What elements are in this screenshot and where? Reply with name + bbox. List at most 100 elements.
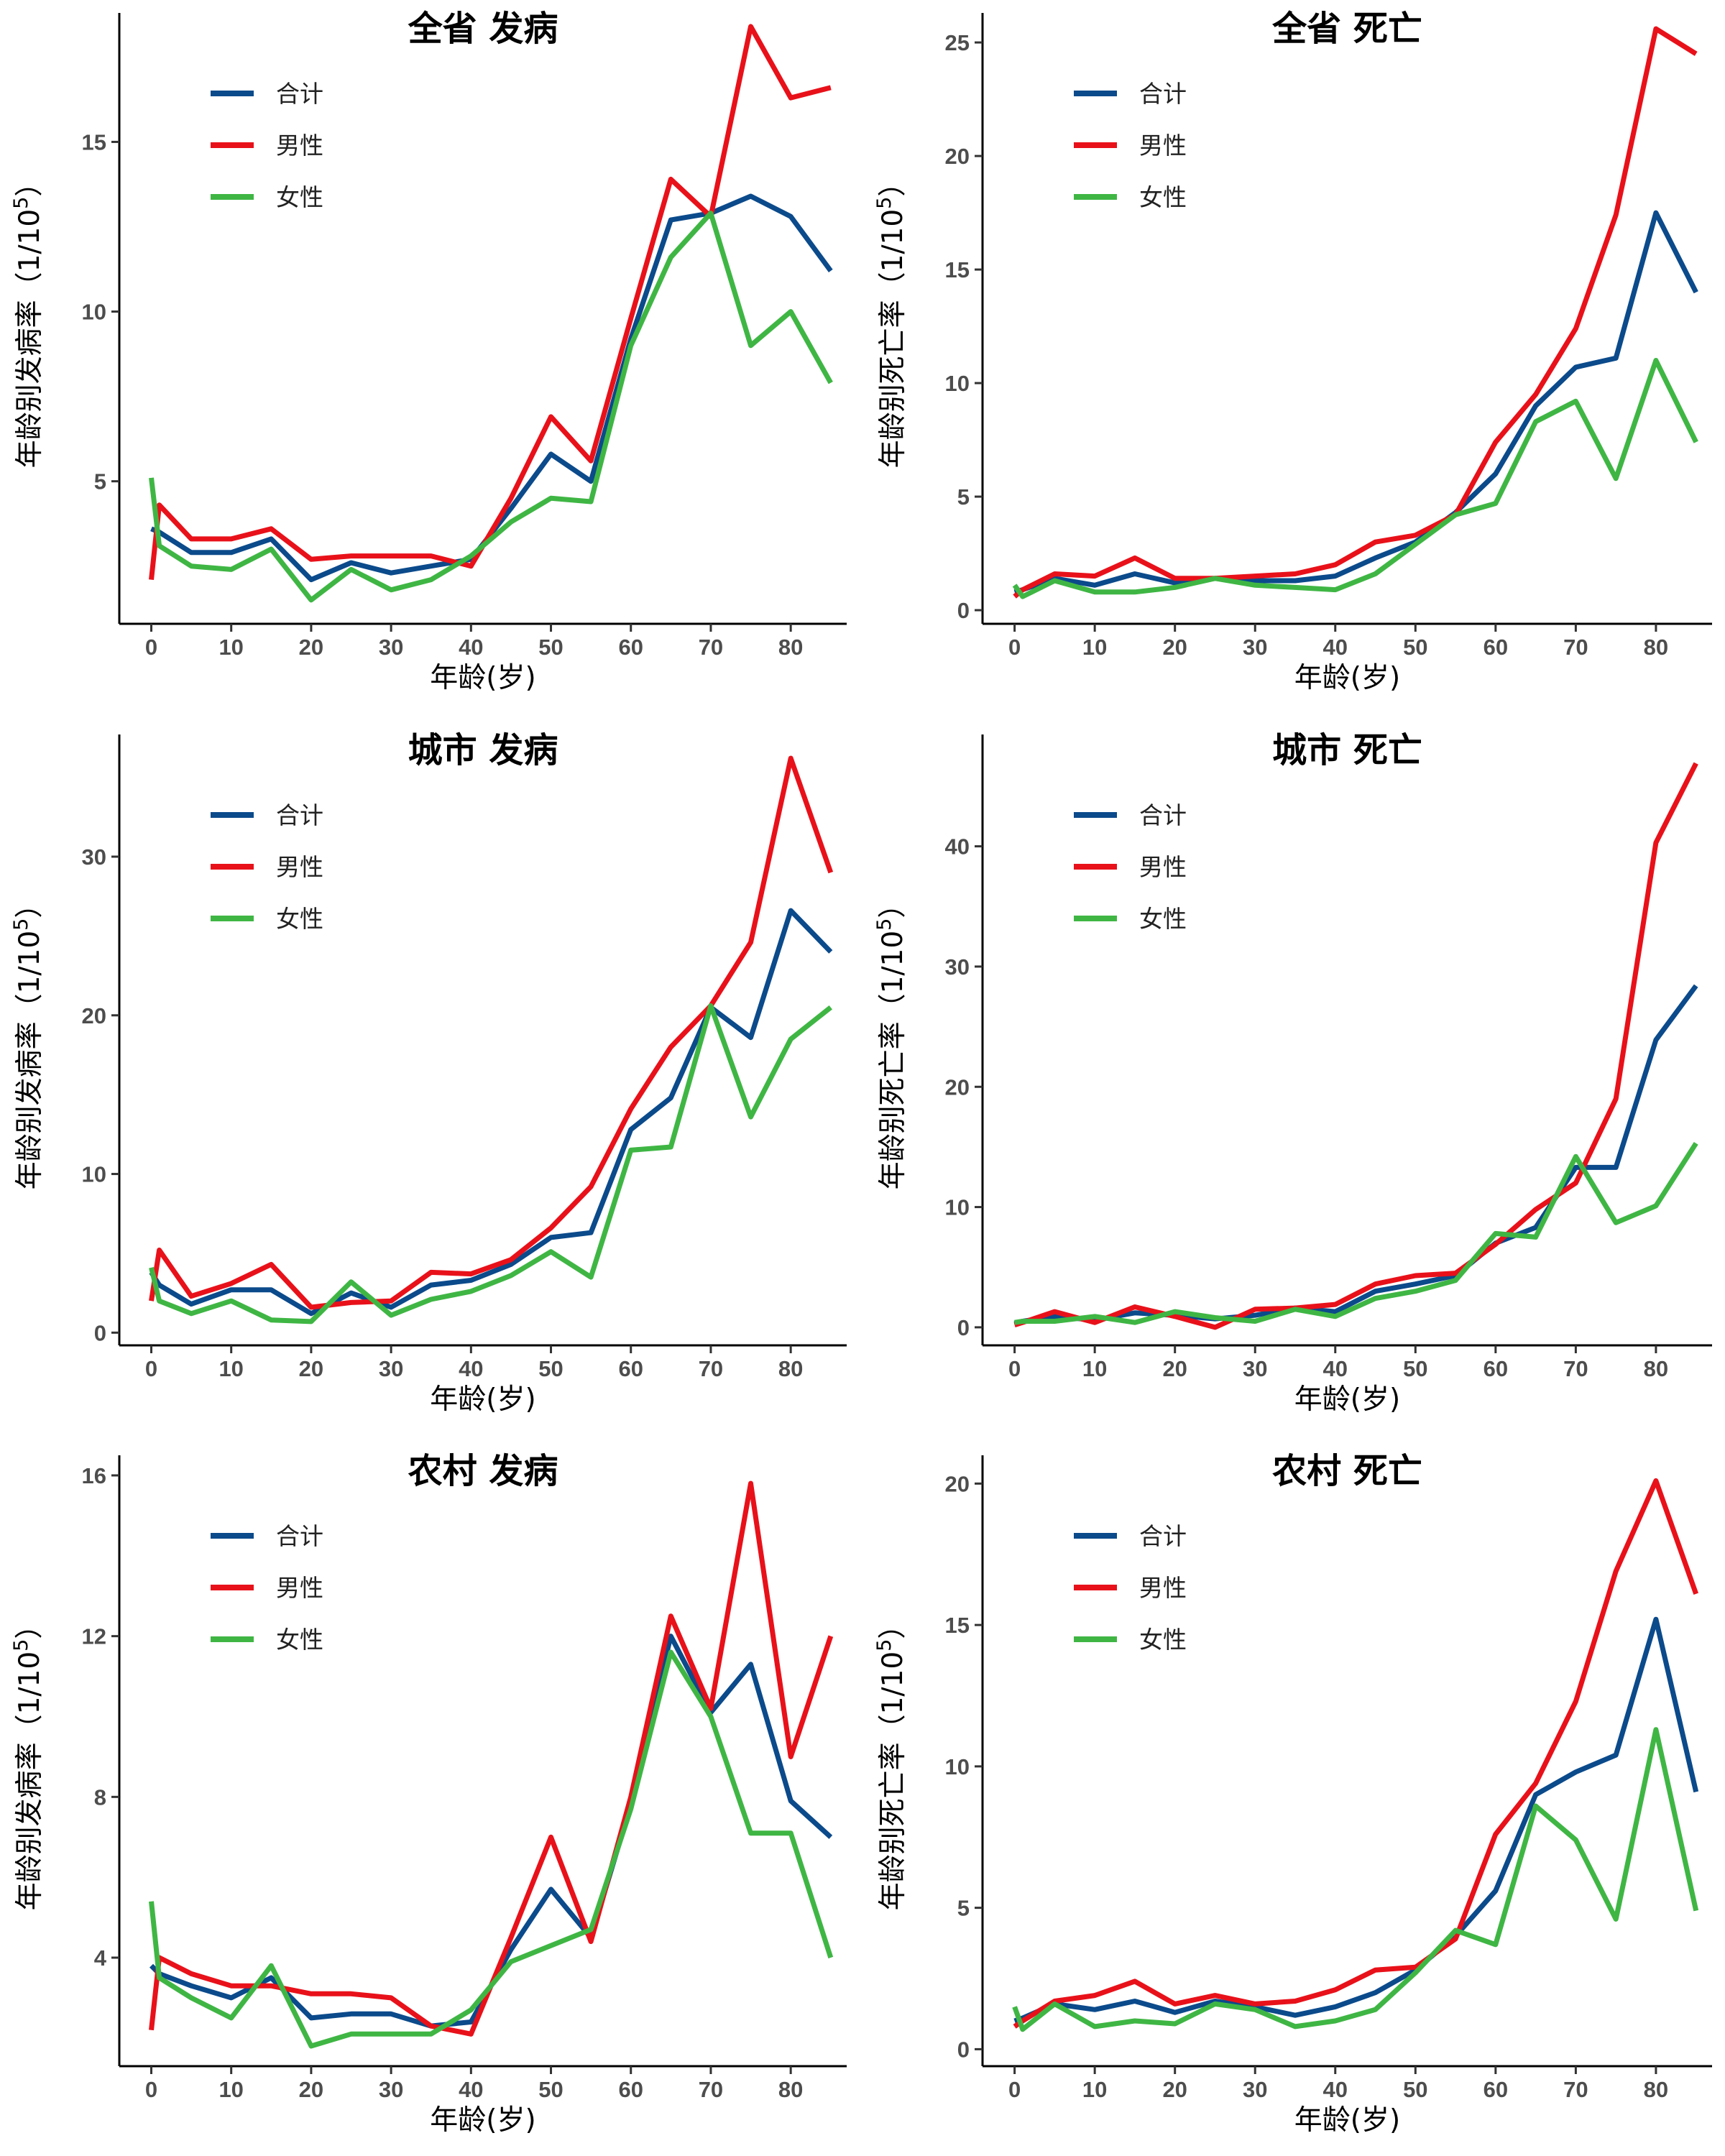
y-tick-label: 0	[957, 2037, 970, 2062]
x-axis-title: 年龄(岁)	[430, 662, 535, 694]
y-axis-title: 年龄别发病率（1/105）	[10, 1611, 46, 1911]
x-tick-label: 70	[699, 2077, 723, 2102]
y-axis-title-close: ）	[877, 1611, 909, 1639]
x-tick-label: 60	[618, 1356, 643, 1381]
series-line-female	[1012, 358, 1698, 599]
chart-title: 全省 死亡	[1271, 9, 1422, 49]
series-line-male	[1013, 1478, 1698, 2029]
x-axis-title: 年龄(岁)	[430, 1383, 535, 1416]
y-tick-label: 40	[945, 834, 970, 860]
y-tick-label: 20	[82, 1003, 106, 1028]
legend-label-total: 合计	[1139, 80, 1187, 108]
series-line-male	[149, 755, 834, 1310]
legend-label-female: 女性	[276, 1626, 323, 1654]
x-tick-label: 20	[299, 635, 323, 660]
series-line-male	[149, 1480, 834, 2037]
y-tick-label: 10	[945, 371, 970, 396]
x-tick-label: 20	[1162, 2077, 1187, 2102]
y-axis-title: 年龄别发病率（1/105）	[10, 169, 46, 469]
y-axis-title-exponent: 5	[10, 197, 32, 209]
y-axis-title-main: 年龄别发病率（1/10	[14, 1651, 46, 1911]
y-tick-label: 30	[945, 954, 970, 980]
x-tick-label: 50	[538, 1356, 563, 1381]
series-line-total	[1013, 210, 1698, 595]
x-tick-label: 0	[145, 1356, 157, 1381]
y-axis-title-close: ）	[14, 890, 46, 918]
legend-label-total: 合计	[276, 80, 323, 108]
x-tick-label: 10	[1082, 635, 1107, 660]
chart-title: 城市 发病	[408, 730, 558, 770]
x-axis-title: 年龄(岁)	[1294, 2104, 1400, 2137]
x-tick-label: 70	[1563, 635, 1588, 660]
x-tick-label: 30	[379, 2077, 403, 2102]
series-line-total	[1013, 1616, 1699, 2024]
x-tick-label: 30	[1243, 1356, 1267, 1381]
series-line-male	[1013, 762, 1698, 1330]
y-tick-label: 15	[82, 129, 106, 155]
y-tick-label: 10	[945, 1754, 970, 1779]
x-tick-label: 50	[1403, 635, 1427, 660]
legend-label-male: 男性	[1139, 1574, 1187, 1602]
x-tick-label: 10	[218, 635, 243, 660]
y-tick-label: 5	[957, 1896, 970, 1921]
x-tick-label: 80	[1644, 2077, 1668, 2102]
y-tick-label: 0	[957, 1315, 970, 1340]
x-tick-label: 80	[1644, 1356, 1668, 1381]
y-tick-label: 0	[957, 598, 970, 623]
y-axis-title-main: 年龄别死亡率（1/10	[877, 209, 909, 469]
x-tick-label: 10	[1082, 1356, 1107, 1381]
legend-label-male: 男性	[1139, 853, 1187, 881]
series-line-female	[1014, 1142, 1698, 1325]
legend-label-male: 男性	[276, 1574, 323, 1602]
x-tick-label: 50	[1403, 2077, 1427, 2102]
y-axis-title-exponent: 5	[873, 197, 896, 209]
x-tick-label: 60	[1484, 1356, 1508, 1381]
legend-label-male: 男性	[276, 853, 323, 881]
y-tick-label: 4	[94, 1945, 107, 1971]
legend-label-total: 合计	[276, 1522, 323, 1550]
x-tick-label: 70	[1563, 1356, 1588, 1381]
y-tick-label: 12	[82, 1624, 106, 1649]
x-tick-label: 20	[299, 1356, 323, 1381]
y-tick-label: 8	[94, 1784, 106, 1810]
y-tick-label: 20	[945, 1074, 970, 1100]
y-axis-title: 年龄别死亡率（1/105）	[873, 169, 909, 469]
y-tick-label: 20	[945, 1471, 970, 1496]
series-line-total	[150, 1634, 833, 2029]
x-tick-label: 40	[459, 1356, 483, 1381]
x-tick-label: 60	[1484, 635, 1508, 660]
series-line-female	[149, 1649, 834, 2049]
legend-label-female: 女性	[1139, 183, 1187, 211]
y-tick-label: 5	[94, 469, 106, 494]
x-tick-label: 10	[218, 2077, 243, 2102]
x-tick-label: 20	[299, 2077, 323, 2102]
y-axis-title-main: 年龄别死亡率（1/10	[877, 931, 909, 1190]
x-tick-label: 30	[379, 1356, 403, 1381]
series-line-total	[149, 908, 833, 1317]
x-tick-label: 50	[1403, 1356, 1427, 1381]
y-tick-label: 30	[82, 844, 106, 870]
y-tick-label: 20	[945, 144, 970, 169]
x-tick-label: 30	[379, 635, 403, 660]
x-tick-label: 40	[1323, 1356, 1348, 1381]
x-tick-label: 0	[145, 2077, 157, 2102]
x-tick-label: 0	[1008, 635, 1021, 660]
x-tick-label: 20	[1162, 1356, 1187, 1381]
x-tick-label: 30	[1243, 635, 1267, 660]
legend-label-male: 男性	[1139, 132, 1187, 160]
x-tick-label: 60	[618, 2077, 643, 2102]
series-line-male	[149, 24, 832, 580]
y-axis-title-close: ）	[14, 1611, 46, 1639]
chart-title: 农村 发病	[408, 1451, 558, 1491]
legend-label-female: 女性	[276, 905, 323, 933]
x-tick-label: 70	[1563, 2077, 1588, 2102]
x-axis-title: 年龄(岁)	[430, 2104, 535, 2137]
y-tick-label: 10	[82, 300, 106, 325]
legend-label-female: 女性	[1139, 1626, 1187, 1654]
x-tick-label: 40	[459, 635, 483, 660]
x-tick-label: 50	[538, 635, 563, 660]
